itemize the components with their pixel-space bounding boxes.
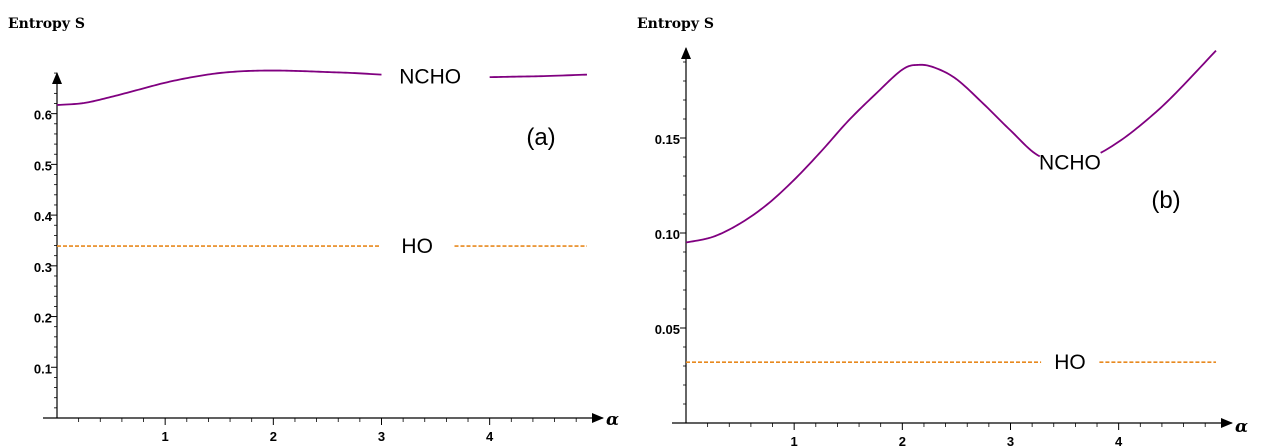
series-ncho-line [489,73,588,79]
y-tick-label: 0.6 [34,108,52,123]
x-tick-label: 1 [791,434,798,448]
series-ncho-label: NCHO [1039,152,1101,175]
y-tick-label: 0.5 [34,158,52,173]
y-tick-label: 0.15 [655,132,680,147]
series-ncho-line [685,63,1041,244]
x-tick-label: 3 [1007,434,1014,448]
panel-b: 1 2 3 4 0.05 0.10 0.15 Entropy S α (b) NCHO HO [637,16,1248,448]
x-tick-label: 4 [1115,434,1123,448]
panel-label: (b) [1151,187,1180,214]
y-tick-label: 0.2 [34,311,52,326]
x-axis-label: α [1235,417,1248,437]
y-tick-label: 0.1 [34,361,52,376]
series-ncho-line [1100,49,1217,154]
x-tick-label: 2 [899,434,906,448]
x-tick-label: 3 [378,429,385,444]
series-ho-label: HO [401,235,433,258]
panel-label: (a) [526,124,555,151]
x-axis-label: α [606,410,619,430]
y-axis-label: Entropy S [8,16,85,32]
y-tick-label: 0.05 [655,322,680,337]
x-tick-label: 4 [486,429,494,444]
series-ho-label: HO [1054,351,1086,374]
y-axis-label: Entropy S [637,16,714,32]
series-ncho-label: NCHO [399,65,461,88]
y-tick-label: 0.10 [655,227,680,242]
y-tick-label: 0.4 [34,209,53,224]
x-tick-label: 2 [270,429,277,444]
series-ncho-line [56,69,382,106]
panel-a: 1 2 3 4 0.1 0.2 0.3 0.4 0.5 0.6 Entropy S α (a) NCHO H… [8,16,619,444]
y-tick-label: 0.3 [34,260,52,275]
x-tick-label: 1 [162,429,169,444]
